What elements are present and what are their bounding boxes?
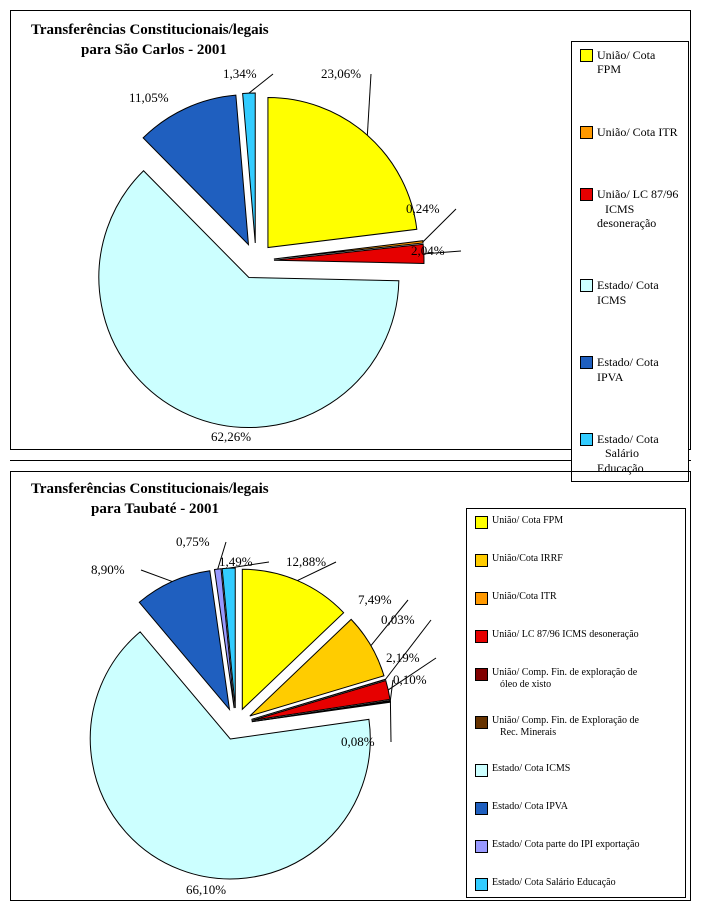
legend-label: União/ Comp. Fin. de Exploração deRec. M… bbox=[492, 715, 639, 739]
legend-label: Estado/ Cota ICMS bbox=[492, 763, 570, 775]
slice-pct-label-uniao-lc87: 2,04% bbox=[411, 243, 445, 259]
legend-swatch bbox=[475, 802, 488, 815]
slice-pct-label-estado-ipi: 0,75% bbox=[176, 534, 210, 550]
legend-label: União/ LC 87/96ICMS desoneração bbox=[597, 187, 680, 230]
slice-pct-label-estado-cota-salario: 1,49% bbox=[219, 554, 253, 570]
legend-swatch bbox=[475, 516, 488, 529]
legend-swatch bbox=[580, 126, 593, 139]
leader-line bbox=[367, 74, 371, 135]
legend-item-uniao-cota-irrf: União/Cota IRRF bbox=[475, 553, 677, 567]
slice-pct-label-estado-cota-icms: 66,10% bbox=[186, 882, 226, 898]
legend-swatch bbox=[580, 433, 593, 446]
legend-label: Estado/ Cota Salário Educação bbox=[492, 877, 616, 889]
legend-swatch bbox=[475, 630, 488, 643]
legend-label: Estado/ CotaSalário Educação bbox=[597, 432, 680, 475]
slice-pct-label-uniao-cota-fpm: 12,88% bbox=[286, 554, 326, 570]
legend-label: Estado/ Cota IPVA bbox=[492, 801, 568, 813]
legend-item-uniao-comp-oleo: União/ Comp. Fin. de exploração deóleo d… bbox=[475, 667, 677, 691]
legend-item-uniao-cota-itr: União/Cota ITR bbox=[475, 591, 677, 605]
pie-slice-uniao-cota-fpm bbox=[268, 98, 417, 248]
legend-swatch bbox=[580, 188, 593, 201]
legend-swatch bbox=[475, 764, 488, 777]
legend-label: União/Cota ITR bbox=[492, 591, 557, 603]
legend-item-estado-cota-salario: Estado/ CotaSalário Educação bbox=[580, 432, 680, 475]
pie-slice-uniao-lc87 bbox=[274, 244, 424, 263]
legend-item-uniao-lc87: União/ LC 87/96ICMS desoneração bbox=[580, 187, 680, 230]
legend-box-2: União/ Cota FPM União/Cota IRRF União/Cota… bbox=[466, 508, 686, 898]
legend-item-estado-cota-icms: Estado/ Cota ICMS bbox=[580, 278, 680, 307]
chart-panel-sao-carlos: Transferências Constitucionais/legais pa… bbox=[10, 10, 691, 450]
legend-label: União/ Cota FPM bbox=[492, 515, 563, 527]
legend-swatch bbox=[475, 668, 488, 681]
slice-pct-label-uniao-cota-itr: 0,03% bbox=[381, 612, 415, 628]
legend-label: União/ Cota ITR bbox=[597, 125, 678, 139]
legend-label: Estado/ Cota parte do IPI exportação bbox=[492, 839, 639, 851]
legend-swatch bbox=[580, 49, 593, 62]
legend-item-uniao-cota-fpm: União/ Cota FPM bbox=[580, 48, 680, 77]
chart-panel-taubate: Transferências Constitucionais/legais pa… bbox=[10, 471, 691, 901]
legend-label: União/ LC 87/96 ICMS desoneração bbox=[492, 629, 639, 641]
legend-swatch bbox=[475, 878, 488, 891]
legend-swatch bbox=[475, 716, 488, 729]
legend-item-uniao-comp-rec: União/ Comp. Fin. de Exploração deRec. M… bbox=[475, 715, 677, 739]
legend-item-uniao-cota-itr: União/ Cota ITR bbox=[580, 125, 680, 139]
legend-label: União/ Cota FPM bbox=[597, 48, 680, 77]
legend-label: Estado/ Cota IPVA bbox=[597, 355, 680, 384]
slice-pct-label-estado-cota-salario: 1,34% bbox=[223, 66, 257, 82]
slice-pct-label-uniao-comp-rec: 0,08% bbox=[341, 734, 375, 750]
legend-item-estado-cota-salario: Estado/ Cota Salário Educação bbox=[475, 877, 677, 891]
legend-box-1: União/ Cota FPM União/ Cota ITR União/ LC … bbox=[571, 41, 689, 482]
slice-pct-label-uniao-cota-fpm: 23,06% bbox=[321, 66, 361, 82]
slice-pct-label-uniao-comp-oleo: 0,10% bbox=[393, 672, 427, 688]
legend-swatch bbox=[580, 356, 593, 369]
leader-line bbox=[141, 570, 172, 582]
legend-label: União/ Comp. Fin. de exploração deóleo d… bbox=[492, 667, 637, 691]
slice-pct-label-estado-cota-icms: 62,26% bbox=[211, 429, 251, 445]
legend-swatch bbox=[580, 279, 593, 292]
legend-swatch bbox=[475, 554, 488, 567]
legend-item-estado-cota-ipva: Estado/ Cota IPVA bbox=[580, 355, 680, 384]
legend-item-estado-ipi: Estado/ Cota parte do IPI exportação bbox=[475, 839, 677, 853]
slice-pct-label-estado-cota-ipva: 8,90% bbox=[91, 562, 125, 578]
legend-item-uniao-lc87: União/ LC 87/96 ICMS desoneração bbox=[475, 629, 677, 643]
slice-pct-label-estado-cota-ipva: 11,05% bbox=[129, 90, 169, 106]
legend-item-estado-cota-ipva: Estado/ Cota IPVA bbox=[475, 801, 677, 815]
legend-item-estado-cota-icms: Estado/ Cota ICMS bbox=[475, 763, 677, 777]
legend-label: União/Cota IRRF bbox=[492, 553, 563, 565]
slice-pct-label-uniao-lc87: 2,19% bbox=[386, 650, 420, 666]
leader-line bbox=[390, 702, 391, 742]
legend-swatch bbox=[475, 840, 488, 853]
slice-pct-label-uniao-cota-irrf: 7,49% bbox=[358, 592, 392, 608]
slice-pct-label-uniao-cota-itr: 0,24% bbox=[406, 201, 440, 217]
legend-swatch bbox=[475, 592, 488, 605]
legend-label: Estado/ Cota ICMS bbox=[597, 278, 680, 307]
legend-item-uniao-cota-fpm: União/ Cota FPM bbox=[475, 515, 677, 529]
